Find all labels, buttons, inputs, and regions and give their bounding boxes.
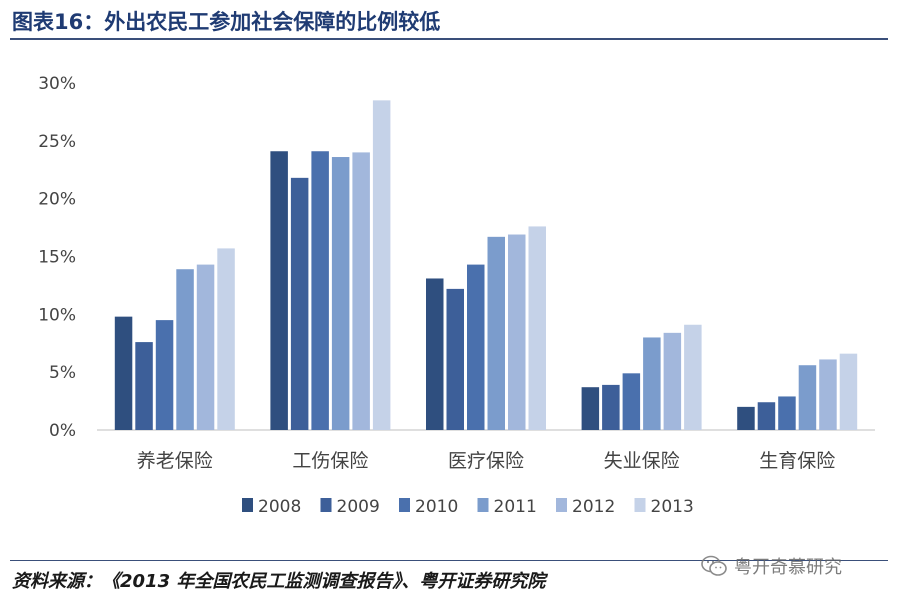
y-tick-label: 30%: [38, 74, 76, 94]
x-tick-label: 失业保险: [604, 450, 680, 472]
legend-label: 2008: [258, 497, 301, 517]
legend-label: 2013: [651, 497, 694, 517]
bar: [663, 332, 682, 430]
legend-swatch: [634, 498, 646, 512]
bar: [487, 236, 505, 430]
legend-label: 2011: [494, 497, 537, 517]
bar: [643, 337, 661, 430]
bar: [176, 269, 194, 430]
bar: [155, 320, 174, 430]
y-tick-label: 20%: [38, 190, 76, 210]
y-tick-label: 25%: [38, 132, 76, 152]
bar: [798, 365, 817, 430]
legend-label: 2009: [337, 497, 380, 517]
wechat-icon: [701, 555, 727, 576]
watermark-text: 粤开奇慕研究: [734, 557, 842, 578]
bar: [778, 396, 796, 430]
y-tick-label: 15%: [38, 248, 76, 268]
bar: [622, 373, 641, 430]
x-tick-label: 医疗保险: [448, 450, 524, 472]
legend-swatch: [477, 498, 489, 512]
legend-label: 2010: [415, 497, 458, 517]
x-tick-label: 生育保险: [759, 450, 835, 472]
legend-swatch: [556, 498, 567, 512]
bar: [331, 157, 350, 430]
bar: [467, 264, 485, 430]
y-tick-label: 10%: [38, 305, 76, 325]
bar: [311, 151, 329, 430]
bar: [352, 152, 370, 430]
bar: [581, 387, 600, 430]
x-tick-label: 工伤保险: [292, 450, 368, 472]
bar: [819, 359, 837, 430]
bar: [135, 342, 153, 430]
bar: [757, 402, 776, 430]
footer-rule: [10, 560, 888, 561]
bar-chart: 0% 5% 10% 15% 20% 25% 30% 养老保险 工伤保险 医疗保险 失业保险 生育保险 2…: [38, 74, 875, 517]
bar: [290, 177, 309, 430]
bar: [508, 234, 526, 430]
bar: [270, 151, 288, 430]
legend-label: 2012: [572, 497, 615, 517]
bar: [528, 226, 546, 430]
legend-swatch: [399, 498, 410, 512]
source-note: 资料来源：《2013 年全国农民工监测调查报告》、粤开证券研究院: [12, 571, 546, 592]
bar: [602, 384, 620, 430]
legend-swatch: [242, 498, 253, 512]
bar: [426, 278, 444, 430]
bar: [217, 248, 235, 430]
bar: [684, 324, 702, 430]
chart-title: 图表16：外出农民工参加社会保障的比例较低: [12, 10, 441, 34]
legend-swatch: [320, 498, 332, 512]
bar: [737, 406, 755, 430]
watermark: 粤开奇慕研究: [700, 553, 842, 579]
y-tick-label: 5%: [49, 363, 76, 383]
bar: [114, 316, 133, 430]
bar: [446, 288, 464, 430]
bar: [196, 264, 215, 430]
bar: [839, 353, 858, 430]
bar: [372, 100, 391, 430]
y-tick-label: 0%: [49, 421, 76, 441]
x-tick-label: 养老保险: [137, 450, 213, 472]
title-rule: [10, 38, 888, 40]
